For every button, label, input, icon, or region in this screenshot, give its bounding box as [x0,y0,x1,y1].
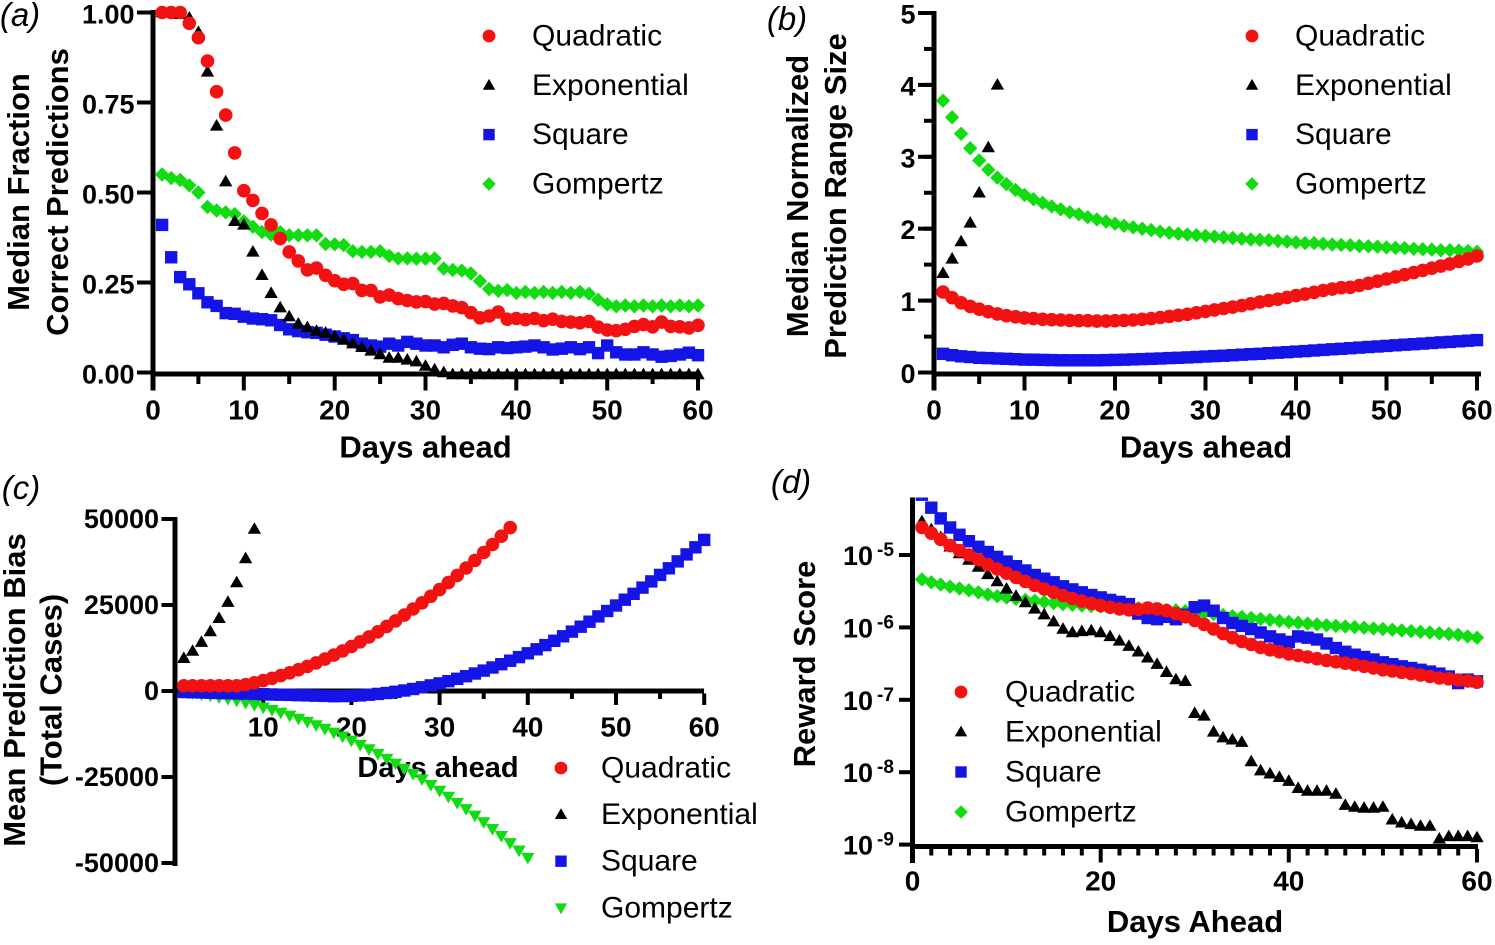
svg-text:10: 10 [843,541,873,571]
svg-text:Gompertz: Gompertz [1005,796,1137,829]
svg-text:50000: 50000 [84,504,159,534]
svg-text:Gompertz: Gompertz [1295,167,1427,200]
svg-text:Reward Score: Reward Score [787,561,822,768]
svg-text:30: 30 [424,712,455,743]
svg-text:30: 30 [1190,395,1221,426]
svg-text:Square: Square [1295,118,1392,151]
svg-text:Exponential: Exponential [532,69,689,102]
svg-text:0: 0 [926,395,942,426]
svg-text:1.00: 1.00 [82,0,135,30]
svg-text:4: 4 [900,71,915,101]
svg-text:Exponential: Exponential [1295,69,1452,102]
svg-text:0: 0 [145,395,161,426]
svg-text:0.75: 0.75 [82,90,135,120]
svg-text:40: 40 [1280,395,1311,426]
svg-text:3: 3 [900,143,915,173]
svg-text:10: 10 [843,613,873,643]
svg-text:(a): (a) [0,0,40,33]
svg-text:Exponential: Exponential [601,798,758,831]
svg-text:-25000: -25000 [75,762,159,792]
svg-text:25000: 25000 [84,590,159,620]
svg-text:10: 10 [843,686,873,716]
svg-text:Days ahead: Days ahead [357,752,518,784]
svg-text:60: 60 [682,395,713,426]
svg-text:10: 10 [843,831,873,861]
svg-text:Gompertz: Gompertz [532,167,664,200]
svg-text:(b): (b) [767,0,807,37]
svg-text:Mean Prediction Bias: Mean Prediction Bias [0,533,32,847]
svg-text:Exponential: Exponential [1005,716,1162,749]
svg-text:Gompertz: Gompertz [601,891,733,924]
svg-text:-5: -5 [877,540,894,561]
svg-text:10: 10 [248,712,279,743]
svg-text:-8: -8 [877,757,894,778]
svg-text:-7: -7 [877,685,894,706]
svg-text:Quadratic: Quadratic [601,752,731,785]
svg-text:Correct Predictions: Correct Predictions [40,48,75,336]
svg-text:Quadratic: Quadratic [1005,676,1135,709]
svg-text:60: 60 [689,712,720,743]
svg-text:1: 1 [900,287,915,317]
svg-text:50: 50 [1371,395,1402,426]
svg-text:20: 20 [319,395,350,426]
svg-text:2: 2 [900,215,915,245]
svg-text:60: 60 [1461,395,1492,426]
svg-text:40: 40 [1273,866,1304,897]
svg-text:Quadratic: Quadratic [532,20,662,53]
svg-text:40: 40 [501,395,532,426]
svg-text:Quadratic: Quadratic [1295,20,1425,53]
svg-text:0: 0 [905,866,921,897]
svg-text:0.25: 0.25 [82,270,135,300]
svg-text:(d): (d) [771,463,811,500]
svg-text:Median Normalized: Median Normalized [780,55,815,338]
svg-text:Square: Square [1005,756,1102,789]
svg-text:Days Ahead: Days Ahead [1107,904,1283,939]
svg-text:50: 50 [600,712,631,743]
svg-text:20: 20 [1085,866,1116,897]
svg-text:-9: -9 [877,830,894,851]
svg-text:20: 20 [1099,395,1130,426]
svg-text:10: 10 [843,758,873,788]
svg-text:Median Fraction: Median Fraction [1,73,36,311]
svg-text:0.00: 0.00 [82,360,135,390]
svg-text:Square: Square [532,118,629,151]
svg-text:-6: -6 [877,612,894,633]
svg-text:Days ahead: Days ahead [339,430,511,465]
svg-text:60: 60 [1461,866,1492,897]
svg-text:(c): (c) [2,469,40,506]
svg-text:0: 0 [144,676,159,706]
svg-text:Square: Square [601,845,698,878]
svg-text:0.50: 0.50 [82,180,135,210]
svg-text:10: 10 [228,395,259,426]
svg-text:0: 0 [900,359,915,389]
svg-text:Prediction Range Size: Prediction Range Size [818,33,853,359]
svg-text:5: 5 [900,0,915,30]
svg-text:(Total Cases): (Total Cases) [34,594,69,786]
svg-text:50: 50 [592,395,623,426]
svg-text:Days ahead: Days ahead [1120,430,1292,465]
svg-text:30: 30 [410,395,441,426]
svg-text:40: 40 [512,712,543,743]
svg-text:10: 10 [1009,395,1040,426]
svg-text:-50000: -50000 [75,848,159,878]
